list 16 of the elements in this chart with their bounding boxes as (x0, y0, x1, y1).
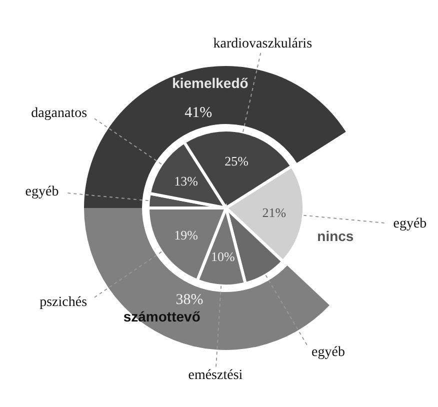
slice-label: emésztési (188, 368, 243, 384)
slice-label: kardiovaszkuláris (213, 36, 312, 52)
slice-label: nincs (317, 228, 354, 244)
slice-label: egyéb (393, 216, 427, 232)
slice-label: daganatos (31, 106, 88, 122)
data-label: 38% (176, 292, 204, 308)
data-label: 25% (224, 153, 249, 168)
data-label: 19% (174, 228, 198, 243)
data-label: 41% (184, 104, 212, 121)
data-label: 10% (211, 248, 236, 264)
data-label: 13% (174, 173, 198, 188)
slice-label: egyéb (312, 345, 345, 360)
slice-label: kiemelkedő (172, 74, 248, 91)
data-label: 21% (262, 205, 286, 220)
slice-label: pszichés (40, 294, 88, 310)
slice-label: egyéb (25, 184, 59, 200)
